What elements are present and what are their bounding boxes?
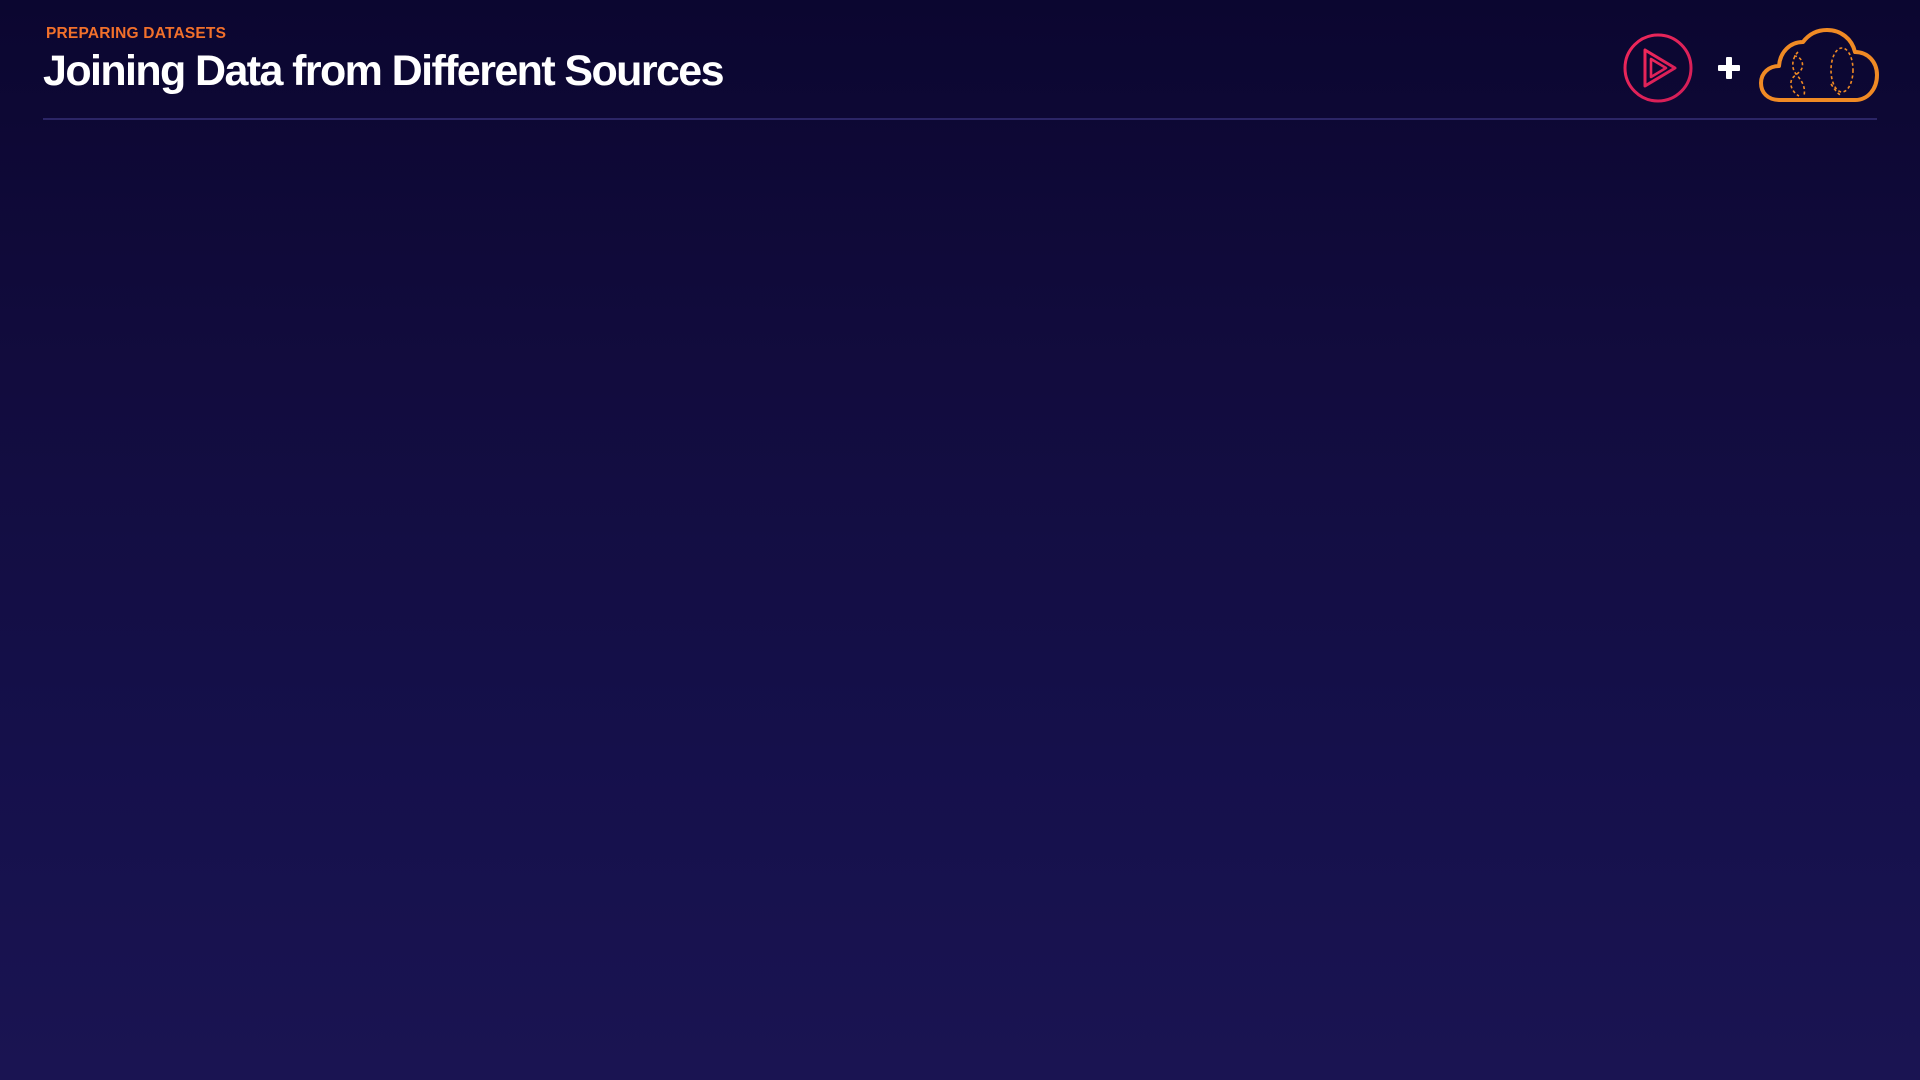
logo-group (1620, 28, 1882, 104)
slide-content-area (43, 130, 1877, 1050)
section-label: PREPARING DATASETS (46, 25, 227, 42)
cloud-icon (1759, 28, 1879, 102)
play-triangle-circle-icon (1623, 33, 1693, 103)
header-divider (43, 118, 1877, 120)
page-title: Joining Data from Different Sources (43, 47, 725, 95)
plus-icon (1718, 57, 1740, 79)
slide-header: PREPARING DATASETS Joining Data from Dif… (43, 22, 1877, 122)
